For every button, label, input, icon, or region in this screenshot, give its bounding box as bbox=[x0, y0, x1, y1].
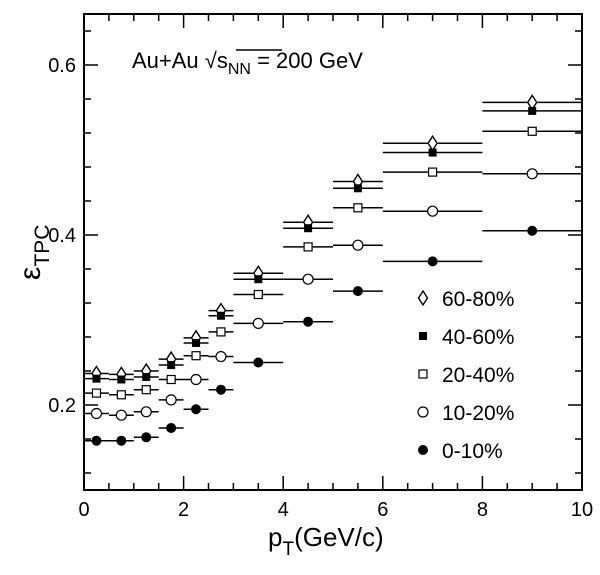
legend-label: 10-20% bbox=[442, 402, 514, 425]
data-point bbox=[526, 168, 538, 180]
data-point bbox=[92, 374, 101, 383]
data-point bbox=[140, 406, 152, 418]
data-point bbox=[216, 327, 226, 337]
data-point bbox=[190, 373, 202, 386]
data-point bbox=[302, 273, 314, 285]
legend-marker bbox=[418, 445, 428, 455]
x-tick-label: 10 bbox=[571, 499, 593, 521]
y-tick-label: 0.4 bbox=[48, 225, 76, 247]
data-point bbox=[90, 407, 103, 420]
data-point bbox=[191, 404, 202, 415]
annotation-sub: NN bbox=[228, 61, 251, 78]
annotation-s: s bbox=[217, 48, 228, 73]
legend-marker bbox=[419, 332, 427, 340]
data-point bbox=[528, 106, 537, 115]
data-point bbox=[252, 317, 264, 329]
data-point bbox=[303, 316, 314, 327]
data-point bbox=[165, 394, 177, 406]
data-point bbox=[117, 375, 126, 384]
data-point bbox=[254, 275, 263, 284]
legend-marker bbox=[417, 406, 429, 418]
data-point bbox=[166, 374, 176, 385]
legend-label: 0-10% bbox=[442, 440, 503, 463]
x-tick-label: 0 bbox=[78, 499, 89, 521]
y-axis-title: εTPC bbox=[14, 225, 54, 280]
legend-label: 40-60% bbox=[442, 326, 514, 349]
legend-marker bbox=[418, 369, 428, 379]
series-0-10% bbox=[84, 225, 582, 446]
y-axis-title-sub: TPC bbox=[31, 225, 54, 267]
data-point bbox=[215, 350, 227, 363]
annotation-suffix: = 200 GeV bbox=[251, 48, 363, 73]
data-point bbox=[141, 432, 152, 443]
axes-layer: 0 2 4 6 8 10 0.2 0.4 0.6 bbox=[48, 14, 593, 521]
x-axis-title-sub: T bbox=[282, 539, 294, 560]
data-point bbox=[253, 289, 263, 300]
data-point bbox=[91, 435, 102, 446]
data-point bbox=[115, 409, 127, 421]
data-point bbox=[527, 126, 537, 136]
series-10-20% bbox=[84, 168, 582, 421]
legend-label: 20-40% bbox=[442, 364, 514, 387]
marks-layer: 60-80% 40-60% 20-40% 10-20% 0-10% bbox=[84, 94, 582, 463]
data-point bbox=[191, 351, 201, 361]
x-tick-label: 6 bbox=[377, 499, 388, 521]
x-axis-title-main: p bbox=[268, 522, 282, 552]
data-point bbox=[427, 256, 438, 267]
annotation-sqrt-symbol: √ bbox=[205, 48, 218, 73]
data-point bbox=[352, 286, 363, 297]
data-point bbox=[428, 167, 438, 177]
x-axis-title: pT(GeV/c) bbox=[268, 522, 384, 560]
y-tick-label: 0.2 bbox=[48, 395, 76, 417]
annotation-text: Au+Au √sNN = 200 GeV bbox=[132, 48, 363, 78]
legend-marker bbox=[417, 289, 429, 307]
data-point bbox=[192, 338, 201, 347]
data-point bbox=[304, 224, 313, 233]
x-tick-label: 4 bbox=[278, 499, 289, 521]
data-point bbox=[427, 134, 438, 152]
data-point bbox=[352, 239, 364, 251]
data-point bbox=[167, 361, 176, 370]
legend-label: 60-80% bbox=[442, 288, 514, 311]
y-tick-label: 0.6 bbox=[48, 55, 76, 77]
data-point bbox=[91, 388, 102, 398]
data-point bbox=[116, 435, 127, 446]
series-20-40% bbox=[84, 126, 582, 400]
legend: 60-80% 40-60% 20-40% 10-20% 0-10% bbox=[417, 288, 514, 463]
data-point bbox=[527, 225, 538, 236]
x-axis-title-rest: (GeV/c) bbox=[294, 522, 384, 552]
data-point bbox=[116, 390, 126, 400]
data-point bbox=[216, 311, 225, 320]
series-40-60% bbox=[84, 106, 582, 384]
x-tick-label: 2 bbox=[178, 499, 189, 521]
data-point bbox=[428, 148, 437, 157]
x-tick-label: 8 bbox=[477, 499, 488, 521]
y-axis-title-main: ε bbox=[14, 267, 47, 280]
data-point bbox=[142, 372, 151, 381]
data-point bbox=[303, 242, 313, 252]
data-point bbox=[427, 205, 439, 217]
data-point bbox=[353, 184, 362, 193]
annotation-prefix: Au+Au bbox=[132, 48, 205, 73]
data-point bbox=[215, 384, 226, 395]
data-point bbox=[141, 385, 151, 395]
data-point bbox=[353, 203, 363, 213]
data-point bbox=[166, 422, 177, 433]
data-point bbox=[253, 357, 264, 368]
